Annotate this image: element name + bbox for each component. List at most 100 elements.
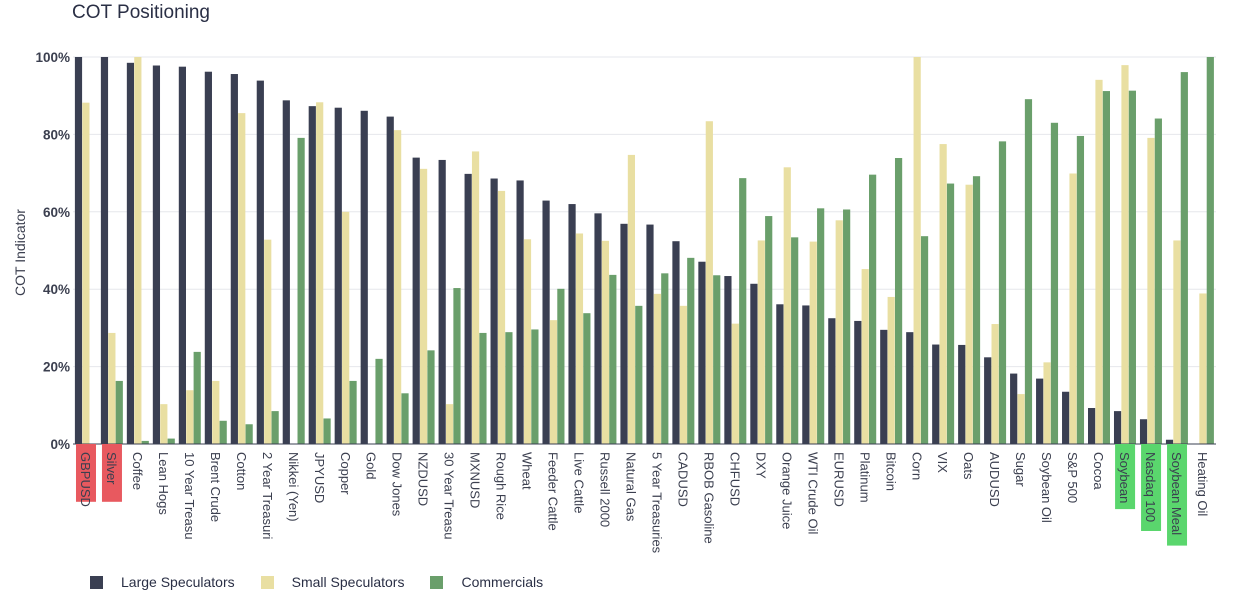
bar-large-speculators[interactable]: [1113, 411, 1122, 444]
bar-small-speculators[interactable]: [108, 332, 116, 444]
bar-small-speculators[interactable]: [1069, 173, 1077, 445]
bar-commercials[interactable]: [1102, 91, 1110, 444]
bar-large-speculators[interactable]: [100, 57, 109, 444]
bar-commercials[interactable]: [531, 329, 539, 444]
bar-commercials[interactable]: [894, 158, 903, 444]
bar-small-speculators[interactable]: [705, 121, 713, 445]
bar-small-speculators[interactable]: [1147, 137, 1155, 444]
bar-small-speculators[interactable]: [731, 323, 739, 444]
bar-large-speculators[interactable]: [880, 329, 888, 444]
bar-commercials[interactable]: [1180, 72, 1188, 444]
bar-commercials[interactable]: [583, 313, 591, 444]
bar-small-speculators[interactable]: [783, 167, 791, 445]
bar-commercials[interactable]: [946, 183, 955, 445]
bar-small-speculators[interactable]: [82, 102, 90, 445]
bar-large-speculators[interactable]: [646, 224, 654, 444]
bar-commercials[interactable]: [115, 380, 123, 444]
bar-small-speculators[interactable]: [601, 240, 610, 444]
bar-commercials[interactable]: [817, 208, 825, 444]
bar-small-speculators[interactable]: [394, 130, 402, 444]
legend-item[interactable]: Large Speculators: [90, 574, 235, 590]
bar-commercials[interactable]: [1128, 90, 1136, 445]
bar-large-speculators[interactable]: [386, 116, 394, 444]
bar-commercials[interactable]: [998, 141, 1007, 444]
bar-commercials[interactable]: [609, 274, 617, 444]
bar-small-speculators[interactable]: [1017, 394, 1025, 444]
bar-small-speculators[interactable]: [497, 190, 506, 444]
bar-large-speculators[interactable]: [74, 57, 83, 444]
bar-large-speculators[interactable]: [594, 213, 602, 444]
bar-commercials[interactable]: [375, 358, 383, 444]
bar-large-speculators[interactable]: [568, 204, 576, 444]
bar-commercials[interactable]: [920, 236, 929, 444]
bar-commercials[interactable]: [245, 424, 253, 444]
bar-commercials[interactable]: [661, 273, 669, 444]
bar-large-speculators[interactable]: [230, 74, 238, 444]
bar-small-speculators[interactable]: [965, 184, 973, 444]
bar-commercials[interactable]: [167, 438, 175, 444]
bar-large-speculators[interactable]: [152, 65, 161, 444]
bar-small-speculators[interactable]: [1095, 79, 1103, 444]
bar-commercials[interactable]: [401, 393, 409, 444]
bar-small-speculators[interactable]: [238, 113, 246, 445]
bar-commercials[interactable]: [557, 288, 565, 444]
bar-commercials[interactable]: [427, 350, 435, 444]
bar-small-speculators[interactable]: [861, 269, 869, 444]
bar-commercials[interactable]: [791, 237, 799, 444]
bar-commercials[interactable]: [297, 137, 305, 444]
bar-small-speculators[interactable]: [887, 296, 895, 444]
bar-small-speculators[interactable]: [809, 241, 817, 444]
bar-small-speculators[interactable]: [186, 390, 194, 444]
bar-commercials[interactable]: [193, 351, 201, 444]
bar-large-speculators[interactable]: [204, 71, 212, 445]
bar-large-speculators[interactable]: [360, 110, 368, 444]
bar-large-speculators[interactable]: [178, 66, 186, 445]
bar-small-speculators[interactable]: [212, 380, 220, 444]
bar-commercials[interactable]: [1024, 99, 1033, 445]
bar-small-speculators[interactable]: [627, 154, 636, 444]
bar-large-speculators[interactable]: [802, 305, 810, 444]
bar-large-speculators[interactable]: [932, 344, 940, 444]
bar-commercials[interactable]: [843, 209, 851, 444]
bar-large-speculators[interactable]: [438, 159, 446, 444]
bar-commercials[interactable]: [972, 176, 981, 444]
bar-small-speculators[interactable]: [445, 404, 454, 444]
bar-small-speculators[interactable]: [549, 320, 558, 444]
bar-large-speculators[interactable]: [282, 100, 290, 444]
bar-large-speculators[interactable]: [1165, 439, 1174, 444]
bar-small-speculators[interactable]: [757, 240, 765, 444]
bar-large-speculators[interactable]: [620, 223, 628, 444]
bar-small-speculators[interactable]: [913, 57, 921, 444]
bar-large-speculators[interactable]: [672, 241, 680, 444]
bar-small-speculators[interactable]: [342, 211, 350, 444]
bar-small-speculators[interactable]: [939, 144, 947, 444]
bar-large-speculators[interactable]: [542, 200, 550, 444]
bar-commercials[interactable]: [1154, 118, 1162, 444]
bar-commercials[interactable]: [1076, 135, 1085, 444]
bar-large-speculators[interactable]: [958, 344, 966, 444]
bar-commercials[interactable]: [687, 257, 695, 444]
bar-small-speculators[interactable]: [835, 220, 843, 444]
bar-commercials[interactable]: [271, 411, 279, 444]
bar-commercials[interactable]: [349, 380, 357, 444]
bar-small-speculators[interactable]: [653, 293, 661, 444]
bar-commercials[interactable]: [1206, 57, 1214, 444]
bar-small-speculators[interactable]: [264, 239, 272, 444]
bar-large-speculators[interactable]: [464, 173, 472, 444]
bar-commercials[interactable]: [635, 305, 643, 444]
bar-large-speculators[interactable]: [126, 62, 135, 445]
bar-large-speculators[interactable]: [1088, 408, 1096, 444]
bar-small-speculators[interactable]: [471, 151, 480, 444]
bar-commercials[interactable]: [739, 178, 747, 444]
bar-commercials[interactable]: [219, 420, 227, 444]
bar-small-speculators[interactable]: [1199, 293, 1207, 444]
bar-small-speculators[interactable]: [1043, 362, 1051, 444]
bar-large-speculators[interactable]: [308, 106, 316, 445]
bar-commercials[interactable]: [141, 440, 149, 444]
bar-large-speculators[interactable]: [256, 80, 264, 445]
bar-large-speculators[interactable]: [1062, 391, 1070, 444]
bar-large-speculators[interactable]: [750, 283, 758, 444]
bar-large-speculators[interactable]: [412, 157, 420, 444]
bar-small-speculators[interactable]: [991, 324, 999, 444]
bar-large-speculators[interactable]: [984, 357, 992, 444]
